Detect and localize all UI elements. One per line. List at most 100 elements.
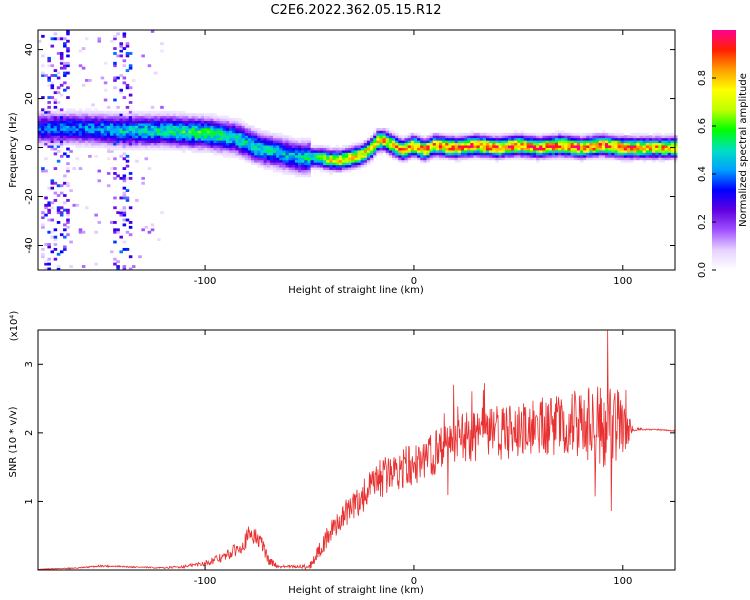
spectrogram-cell	[583, 154, 587, 158]
spectrogram-cell	[207, 137, 211, 141]
spectrogram-cell	[100, 140, 105, 144]
spectrogram-cell	[329, 162, 333, 166]
spectrogram-cell	[511, 154, 515, 158]
spectrogram-cell	[272, 167, 277, 170]
spectrogram-cell	[532, 135, 537, 139]
spectrogram-cell	[341, 167, 346, 170]
spectrogram-cell	[276, 157, 280, 161]
spectrogram-cell	[382, 140, 387, 144]
spectrogram-cell	[294, 174, 299, 178]
spectrogram-cell	[373, 142, 377, 146]
spectrogram-cell	[119, 54, 123, 58]
spectrogram-cell	[172, 120, 177, 124]
spectrogram-cell	[135, 159, 139, 163]
spectrogram-cell	[56, 221, 61, 224]
spectrogram-cell	[122, 176, 127, 180]
spectrogram-cell	[485, 140, 490, 144]
spectrogram-cell	[492, 135, 496, 139]
spectrogram-cell	[542, 147, 546, 151]
spectrogram-cell	[269, 140, 274, 144]
spectrogram-cell	[626, 137, 631, 141]
spectrogram-cell	[191, 132, 196, 136]
spectrogram-cell	[282, 157, 286, 161]
spectrogram-cell	[345, 145, 349, 148]
spectrogram-cell	[254, 159, 258, 163]
spectrogram-cell	[122, 113, 127, 117]
spectrogram-cell	[125, 135, 130, 139]
spectrogram-cell	[197, 142, 202, 146]
spectrogram-cell	[282, 135, 286, 139]
spectrogram-cell	[116, 265, 120, 268]
spectrogram-cell	[551, 135, 556, 139]
spectrogram-cell	[476, 137, 481, 141]
spectrogram-cell	[122, 135, 127, 139]
spectrogram-cell	[573, 154, 578, 158]
spectrogram-cell	[301, 152, 305, 156]
spectrogram-cell	[345, 162, 349, 166]
spectrogram-cell	[601, 157, 606, 161]
spectrogram-cell	[175, 137, 180, 141]
spectrogram-cell	[41, 252, 45, 256]
spectrogram-cell	[285, 167, 290, 170]
spectrogram-cell	[251, 162, 255, 166]
spectrogram-cell	[545, 137, 550, 141]
spectrogram-cell	[285, 147, 290, 151]
spectrogram-cell	[605, 145, 609, 148]
spectrogram-cell	[88, 115, 92, 119]
spectrogram-cell	[97, 120, 102, 124]
spectrogram-cell	[294, 140, 299, 144]
spectrogram-cell	[81, 130, 86, 134]
spectrogram-cell	[122, 81, 127, 85]
spectrogram-cell	[564, 137, 568, 141]
spectrogram-cell	[507, 140, 512, 144]
spectrogram-cell	[66, 225, 70, 229]
spectrogram-cell	[210, 127, 214, 131]
spectrogram-cell	[636, 157, 640, 161]
spectrogram-cell	[445, 154, 449, 158]
spectrogram-cell	[232, 123, 236, 126]
spectrogram-cell	[247, 150, 252, 153]
spectrogram-cell	[113, 147, 117, 151]
spectrogram-cell	[291, 164, 296, 168]
spectrogram-cell	[464, 135, 468, 139]
spectrogram-cell	[63, 64, 67, 68]
spectrogram-cell	[435, 140, 440, 144]
spectrogram-cell	[379, 140, 383, 144]
spectrogram-cell	[163, 130, 167, 134]
spectrogram-cell	[47, 211, 51, 215]
spectrogram-cell	[485, 150, 490, 153]
spectrogram-cell	[667, 145, 672, 148]
spectrogram-cell	[113, 240, 117, 244]
spectrogram-cell	[66, 132, 70, 136]
spectrogram-cell	[417, 137, 421, 141]
spectrogram-cell	[44, 74, 48, 77]
spectrogram-cell	[44, 267, 48, 271]
spectrogram-cell	[266, 132, 271, 136]
spectrogram-cell	[178, 125, 183, 129]
spectrogram-cell	[56, 127, 61, 131]
spectrogram-cell	[251, 152, 255, 156]
spectrogram-cell	[319, 164, 324, 168]
spectrogram-cell	[219, 152, 224, 156]
spectrogram-cell	[570, 145, 575, 148]
spectrogram-cell	[282, 147, 286, 151]
spectrogram-cell	[648, 154, 653, 158]
spectrogram-cell	[586, 150, 590, 153]
spectrogram-cell	[539, 157, 543, 161]
spectrogram-cell	[592, 140, 597, 144]
spectrogram-cell	[47, 59, 51, 63]
spectrogram-cell	[244, 137, 249, 141]
spectrogram-cell	[670, 145, 675, 148]
spectrogram-cell	[56, 252, 61, 256]
spectrogram-cell	[88, 154, 92, 158]
spectrogram-cell	[266, 150, 271, 153]
spectrogram-cell	[564, 140, 568, 144]
spectrogram-cell	[125, 189, 130, 193]
spectrogram-cell	[608, 150, 612, 153]
spectrogram-cell	[583, 135, 587, 139]
spectrogram-cell	[432, 137, 437, 141]
spectrogram-cell	[492, 157, 496, 161]
spectrogram-cell	[66, 96, 70, 99]
spectrogram-cell	[570, 140, 575, 144]
spectrogram-cell	[106, 123, 111, 126]
